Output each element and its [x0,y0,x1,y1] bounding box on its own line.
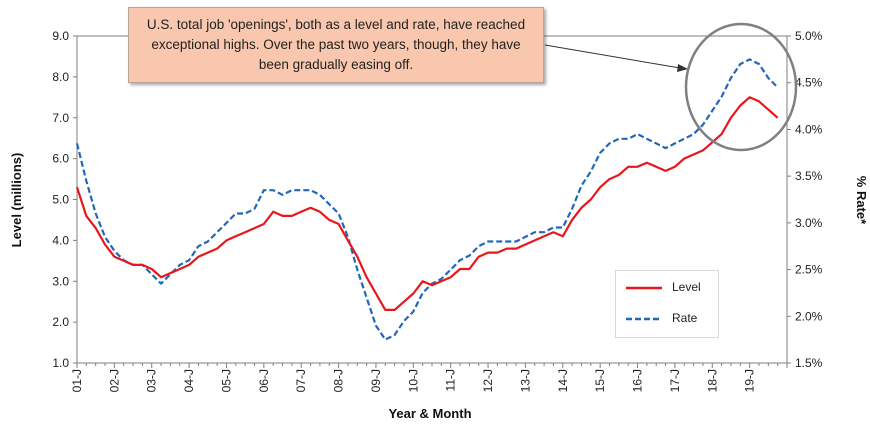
y-right-tick-label: 4.5% [795,76,823,90]
x-tick-label: 06-J [257,369,271,392]
x-tick-label: 05-J [219,369,233,392]
legend-item-rate: Rate [624,311,716,327]
highlight-circle [684,22,798,152]
x-tick-label: 14-J [556,369,570,392]
y-right-tick-label: 5.0% [795,29,823,43]
x-axis: 01-J 02-J 03-J 04-J 05-J 06-J 07-J 08-J 09-J 10-J… [70,363,788,392]
rate-line [75,58,779,341]
x-tick-label: 16-J [631,369,645,392]
x-tick-label: 17-J [668,369,682,392]
level-line [75,96,779,311]
x-tick-label: 01-J [70,369,84,392]
y-left-tick-label: 9.0 [52,29,69,43]
left-axis: 1.0 2.0 3.0 4.0 5.0 6.0 7.0 8.0 9.0 [52,29,77,370]
x-tick-label: 12-J [481,369,495,392]
right-axis: 1.5% 2.0% 2.5% 3.0% 3.5% 4.0% 4.5% 5.0% [787,29,823,370]
legend-swatch-rate [626,317,662,321]
y-right-tick-label: 3.0% [795,216,823,230]
x-tick-label: 03-J [145,369,159,392]
y-left-tick-label: 3.0 [52,274,69,288]
callout-arrowhead [677,64,688,72]
y-left-tick-label: 8.0 [52,70,69,84]
y-left-tick-label: 5.0 [52,193,69,207]
x-axis-title: Year & Month [388,406,471,421]
y-right-tick-label: 3.5% [795,169,823,183]
y-right-tick-label: 4.0% [795,122,823,136]
x-tick-label: 07-J [294,369,308,392]
y-right-tick-label: 2.5% [795,263,823,277]
x-tick-label: 13-J [518,369,532,392]
legend-swatch-level [626,286,662,290]
x-tick-label: 09-J [369,369,383,392]
y-left-tick-label: 1.0 [52,356,69,370]
legend-label-level: Level [672,280,701,294]
x-tick-label: 08-J [332,369,346,392]
x-tick-label: 15-J [593,369,607,392]
y-axis-left-title: Level (millions) [9,153,24,248]
callout-box: U.S. total job 'openings', both as a lev… [128,7,544,83]
y-left-tick-label: 4.0 [52,233,69,247]
x-tick-label: 10-J [406,369,420,392]
legend-label-rate: Rate [672,311,698,325]
x-tick-label: 02-J [107,369,121,392]
x-tick-label: 18-J [705,369,719,392]
x-tick-label: 11-J [444,369,458,391]
x-tick-label: 19-J [743,369,757,392]
y-right-tick-label: 1.5% [795,356,823,370]
y-left-tick-label: 6.0 [52,152,69,166]
callout-arrow-line [544,44,681,69]
legend-item-level: Level [624,280,716,296]
chart-legend: Level Rate [615,270,719,338]
y-left-tick-label: 2.0 [52,315,69,329]
x-tick-label: 04-J [182,369,196,392]
rate-series [75,58,779,341]
y-axis-right-title: % Rate* [854,176,869,225]
y-right-tick-label: 2.0% [795,309,823,323]
callout-text: U.S. total job 'openings', both as a lev… [146,17,526,72]
level-series [75,96,779,311]
y-left-tick-label: 7.0 [52,111,69,125]
